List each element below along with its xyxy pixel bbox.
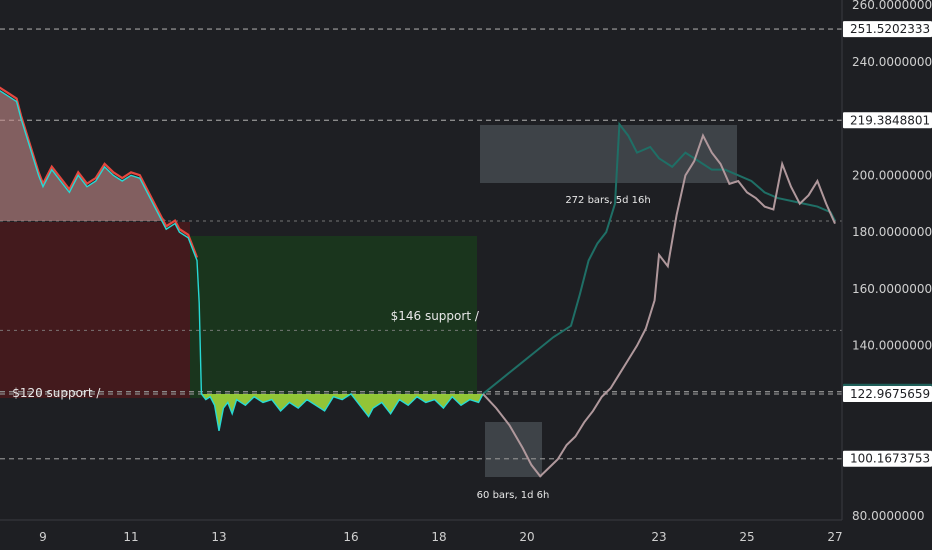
series-lines [0,86,836,478]
price-badge-label-3: 122.9675659 [850,387,930,401]
x-tick-label-7: 25 [739,530,754,544]
price-badge-label-4: 100.1673753 [850,452,930,466]
projection-light-line [482,133,836,478]
price-badge-4: 100.1673753 [843,450,932,467]
range-label-lower: 60 bars, 1d 6h [477,490,550,501]
upper-area-fill [0,90,483,222]
price-badge-bg-4 [843,450,932,467]
annotations: $146 support / $120 support / 272 bars, 5d… [12,195,650,501]
gain-zone [190,236,477,398]
x-tick-label-4: 18 [431,530,446,544]
price-badge-1: 219.3848801 [843,112,932,129]
x-tick-label-6: 23 [651,530,666,544]
y-tick-label-0: 260.0000000 [852,0,932,12]
y-tick-label-2: 200.0000000 [852,168,932,182]
x-tick-label-3: 16 [343,530,358,544]
area-fills [0,90,483,431]
lower-area-fill [0,394,483,431]
price-badge-3: 122.9675659 [843,386,932,403]
support-label-0: $146 support / [391,309,480,323]
y-tick-label-5: 140.0000000 [852,339,932,353]
price-badge-bg-0 [843,21,932,38]
upper-range-box [480,125,737,183]
price-badge-bg-1 [843,112,932,129]
price-high-line [0,86,199,258]
time-axis[interactable]: 9 11 13 16 18 20 23 25 27 [39,530,842,544]
range-label-upper: 272 bars, 5d 16h [565,195,650,206]
price-line [0,89,484,431]
price-badge-bg-3 [843,386,932,403]
projection-dark-line [482,121,836,395]
y-tick-label-1: 240.0000000 [852,55,932,69]
x-tick-label-5: 20 [519,530,534,544]
support-label-1: $120 support / [12,386,101,400]
x-tick-label-1: 11 [123,530,138,544]
price-badge-0: 251.5202333 [843,21,932,38]
profit-loss-zones [0,125,737,477]
price-badge-label-0: 251.5202333 [850,22,930,36]
x-tick-label-8: 27 [827,530,842,544]
loss-zone [0,222,190,398]
price-axis[interactable]: 260.0000000 240.0000000 200.0000000 180.000… [843,0,932,523]
y-tick-label-6: 80.0000000 [852,509,925,523]
x-tick-label-0: 9 [39,530,47,544]
price-badge-label-1: 219.3848801 [850,113,930,127]
x-tick-label-2: 13 [211,530,226,544]
y-tick-label-3: 180.0000000 [852,225,932,239]
y-tick-label-4: 160.0000000 [852,282,932,296]
